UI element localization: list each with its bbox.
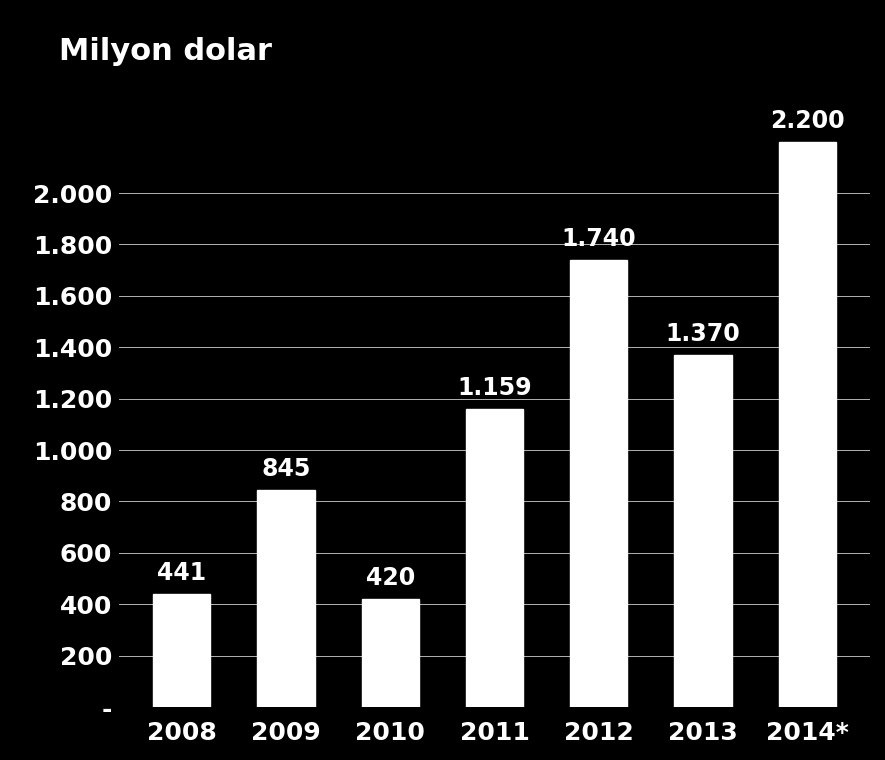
Text: 2.200: 2.200 xyxy=(770,109,844,133)
Bar xyxy=(466,409,523,707)
Bar xyxy=(779,141,835,707)
Text: 1.159: 1.159 xyxy=(458,376,532,401)
Text: Milyon dolar: Milyon dolar xyxy=(59,36,272,65)
Bar xyxy=(258,490,315,707)
Text: 441: 441 xyxy=(158,561,206,584)
Bar xyxy=(674,355,732,707)
Bar xyxy=(362,599,419,707)
Text: 420: 420 xyxy=(366,566,415,591)
Text: 1.740: 1.740 xyxy=(561,226,636,251)
Text: 1.370: 1.370 xyxy=(666,322,741,346)
Bar xyxy=(153,594,211,707)
Bar xyxy=(570,260,627,707)
Text: 845: 845 xyxy=(261,457,311,481)
